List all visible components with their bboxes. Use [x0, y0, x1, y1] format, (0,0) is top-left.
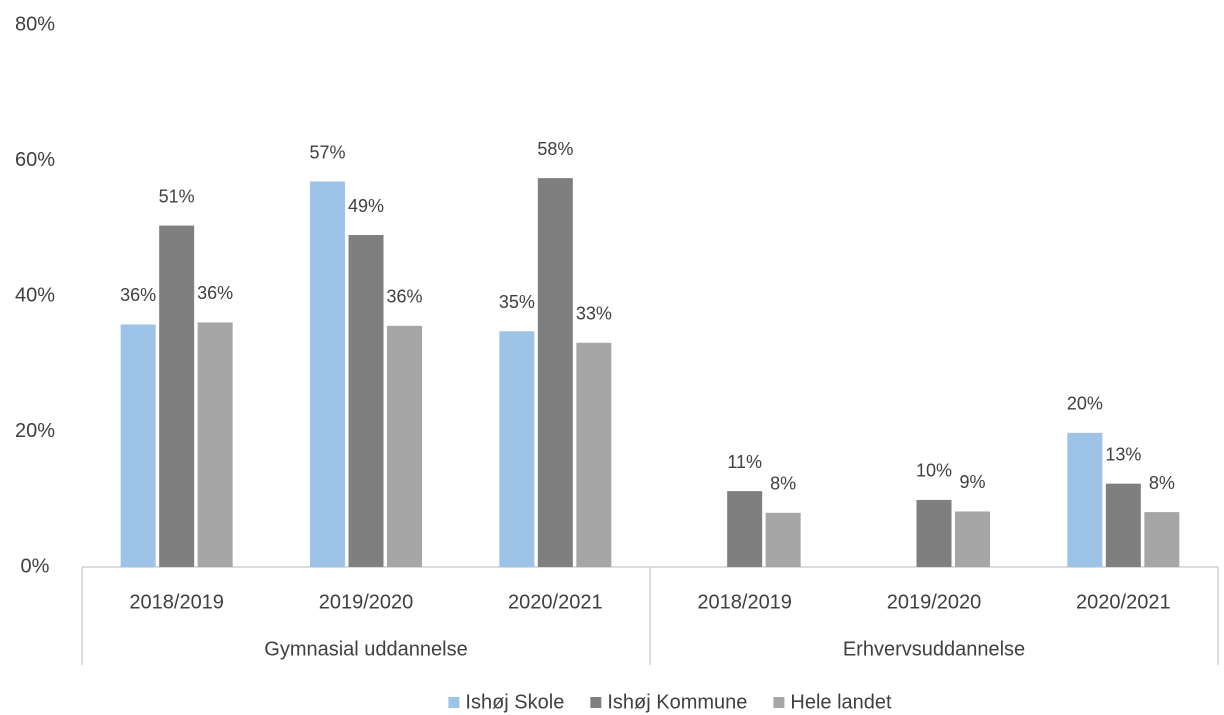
x-tick-label: 2020/2021 [508, 591, 603, 613]
bar [765, 512, 801, 567]
bar [537, 178, 573, 568]
bar [387, 325, 422, 567]
bar [348, 235, 384, 567]
data-label: 57% [309, 142, 345, 162]
data-label: 10% [916, 461, 952, 481]
data-label: 33% [576, 303, 612, 323]
y-tick-label: 20% [15, 420, 55, 442]
bar [955, 511, 990, 567]
data-label: 36% [386, 287, 422, 307]
bar [727, 491, 763, 567]
legend-label: Ishøj Kommune [607, 691, 747, 713]
legend-swatch [590, 697, 602, 708]
bar [197, 322, 233, 567]
data-label: 13% [1105, 444, 1141, 464]
x-tick-label: 2020/2021 [1076, 591, 1171, 613]
x-tick-label: 2019/2020 [887, 591, 982, 613]
data-label: 8% [1149, 473, 1175, 493]
data-label: 35% [499, 292, 535, 312]
group-label: Gymnasial uddannelse [264, 638, 467, 660]
bar [120, 324, 156, 567]
x-tick-label: 2018/2019 [697, 591, 792, 613]
bar [310, 181, 345, 567]
bar [916, 499, 952, 567]
y-tick-label: 40% [15, 284, 55, 306]
bar [1067, 432, 1103, 567]
data-label: 51% [159, 186, 195, 206]
bar [576, 342, 612, 567]
bar [159, 225, 195, 568]
data-label: 11% [727, 452, 762, 472]
legend-label: Hele landet [790, 691, 892, 713]
data-label: 36% [120, 285, 156, 305]
legend-swatch [773, 697, 785, 708]
y-tick-label: 60% [15, 149, 55, 171]
data-label: 20% [1067, 394, 1103, 414]
y-tick-label: 80% [15, 13, 55, 35]
data-label: 58% [537, 139, 573, 159]
y-tick-label: 0% [21, 555, 50, 577]
legend-label: Ishøj Skole [465, 691, 564, 713]
data-label: 9% [959, 472, 985, 492]
data-label: 49% [348, 196, 384, 216]
data-label: 8% [770, 474, 796, 494]
data-label: 36% [197, 283, 233, 303]
x-tick-label: 2018/2019 [129, 591, 224, 613]
bar [1105, 483, 1141, 567]
bar [499, 331, 535, 567]
legend-swatch [448, 697, 460, 708]
x-tick-label: 2019/2020 [319, 591, 414, 613]
group-label: Erhvervsuddannelse [843, 638, 1025, 660]
bar [1144, 512, 1180, 567]
